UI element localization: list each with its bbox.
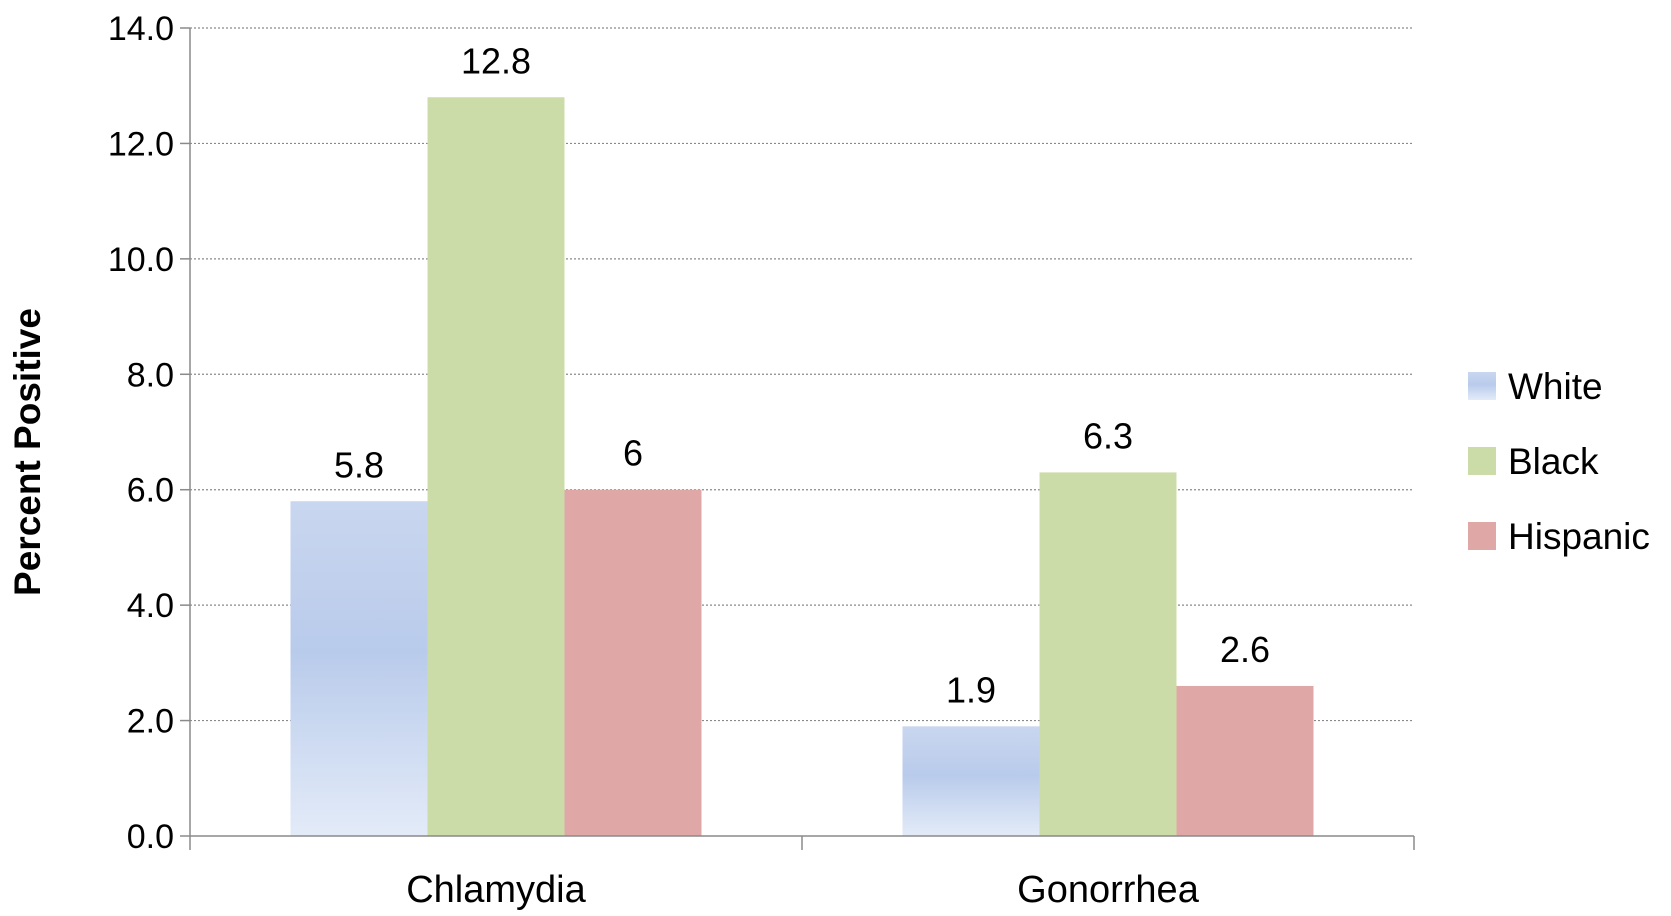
legend-label-white: White <box>1508 366 1603 407</box>
y-tick-label: 12.0 <box>108 125 174 163</box>
legend-swatch-white <box>1468 372 1496 400</box>
y-tick-label: 2.0 <box>127 703 174 741</box>
legend-swatch-hispanic <box>1468 522 1496 550</box>
bar-white-chlamydia <box>290 501 428 836</box>
legend-swatch-black <box>1468 447 1496 475</box>
category-label: Chlamydia <box>406 869 586 911</box>
bar-black-gonorrhea <box>1039 472 1177 836</box>
bars <box>290 97 1314 836</box>
legend-label-black: Black <box>1508 441 1599 482</box>
legend-label-hispanic: Hispanic <box>1508 516 1650 557</box>
data-label: 6.3 <box>1083 415 1133 456</box>
legend: White Black Hispanic <box>1468 366 1650 557</box>
data-label: 5.8 <box>334 444 384 485</box>
data-labels: 5.8 12.8 6 1.9 6.3 2.6 <box>334 40 1270 710</box>
bar-black-chlamydia <box>427 97 565 836</box>
y-tick-label: 4.0 <box>127 587 174 625</box>
y-tick-label: 8.0 <box>127 356 174 394</box>
bar-hispanic-gonorrhea <box>1176 685 1314 836</box>
data-label: 12.8 <box>461 40 531 81</box>
y-tick-label: 14.0 <box>108 10 174 48</box>
bar-white-gonorrhea <box>902 726 1040 836</box>
y-axis-ticks: 0.0 2.0 4.0 6.0 8.0 10.0 12.0 14.0 <box>108 10 190 856</box>
data-label: 6 <box>623 433 643 474</box>
bar-hispanic-chlamydia <box>564 489 702 836</box>
data-label: 2.6 <box>1220 629 1270 670</box>
y-tick-label: 0.0 <box>127 818 174 856</box>
axes <box>189 28 1415 850</box>
y-tick-label: 6.0 <box>127 472 174 510</box>
y-tick-label: 10.0 <box>108 241 174 279</box>
data-label: 1.9 <box>946 669 996 710</box>
y-axis-title: Percent Positive <box>7 308 48 596</box>
category-label: Gonorrhea <box>1017 869 1200 911</box>
category-labels: Chlamydia Gonorrhea <box>406 869 1199 911</box>
